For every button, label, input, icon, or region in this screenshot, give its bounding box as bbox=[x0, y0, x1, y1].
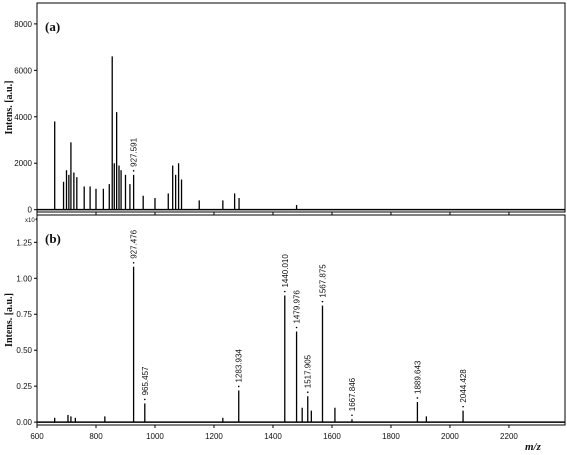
y-axis-label: Intens. [a.u.] bbox=[4, 293, 15, 347]
y-tick-label: 2000 bbox=[14, 159, 32, 168]
y-tick-label: 0.75 bbox=[16, 310, 32, 319]
annotation-dot bbox=[462, 405, 464, 408]
annotation-dot bbox=[306, 391, 309, 394]
y-tick-label: 0 bbox=[28, 206, 33, 215]
peak-label: 927.476 bbox=[130, 229, 139, 258]
x-tick-label: 1600 bbox=[323, 432, 341, 441]
y-axis-label: Intens. [a.u.] bbox=[4, 81, 15, 135]
plot-frame bbox=[36, 2, 566, 213]
x-tick-label: 1800 bbox=[382, 432, 400, 441]
peak-label: 1567.875 bbox=[318, 264, 327, 298]
panel-label: (b) bbox=[45, 231, 61, 246]
x-tick-label: 2200 bbox=[500, 432, 518, 441]
x-tick-label: 800 bbox=[89, 432, 103, 441]
peak-label: 1283.934 bbox=[235, 349, 244, 383]
annotation-dot bbox=[351, 414, 353, 417]
x-tick-label: 600 bbox=[30, 432, 44, 441]
peak-label: 2044.428 bbox=[459, 369, 468, 403]
x-tick-label: 1000 bbox=[146, 432, 164, 441]
panel-label: (a) bbox=[45, 19, 60, 34]
peak-label: 1889.643 bbox=[413, 360, 422, 394]
y-tick-label: 0.00 bbox=[16, 418, 32, 427]
peak-label: 1667.846 bbox=[348, 377, 357, 411]
annotation-dot bbox=[321, 300, 324, 303]
y-tick-label: 1.00 bbox=[16, 274, 32, 283]
x-axis-label: m/z bbox=[525, 441, 542, 453]
y-tick-label: 4000 bbox=[14, 113, 32, 122]
annotation-dot bbox=[295, 326, 298, 329]
peak-label: 1479.976 bbox=[293, 290, 302, 324]
annotation-dot bbox=[237, 385, 240, 388]
annotation-dot bbox=[143, 398, 146, 401]
x-tick-label: 2000 bbox=[441, 432, 459, 441]
annotation-dot bbox=[132, 261, 135, 264]
peak-label: 1517.905 bbox=[304, 354, 313, 388]
annotation-dot bbox=[132, 170, 135, 172]
peak-label: 965.457 bbox=[141, 366, 150, 395]
y-tick-label: 6000 bbox=[14, 66, 32, 75]
multiplier: x10⁴ bbox=[25, 217, 38, 224]
x-tick-label: 1200 bbox=[205, 432, 223, 441]
y-tick-label: 0.25 bbox=[16, 382, 32, 391]
annotation-dot bbox=[283, 290, 286, 293]
x-tick-label: 1400 bbox=[264, 432, 282, 441]
plot-frame bbox=[36, 214, 566, 426]
y-tick-label: 8000 bbox=[14, 20, 32, 29]
peak-label: 927.591 bbox=[130, 137, 139, 166]
peak-label: 1440.010 bbox=[281, 254, 290, 288]
annotation-dot bbox=[416, 397, 419, 399]
y-tick-label: 0.50 bbox=[16, 346, 32, 355]
y-tick-label: 1.25 bbox=[16, 238, 32, 247]
